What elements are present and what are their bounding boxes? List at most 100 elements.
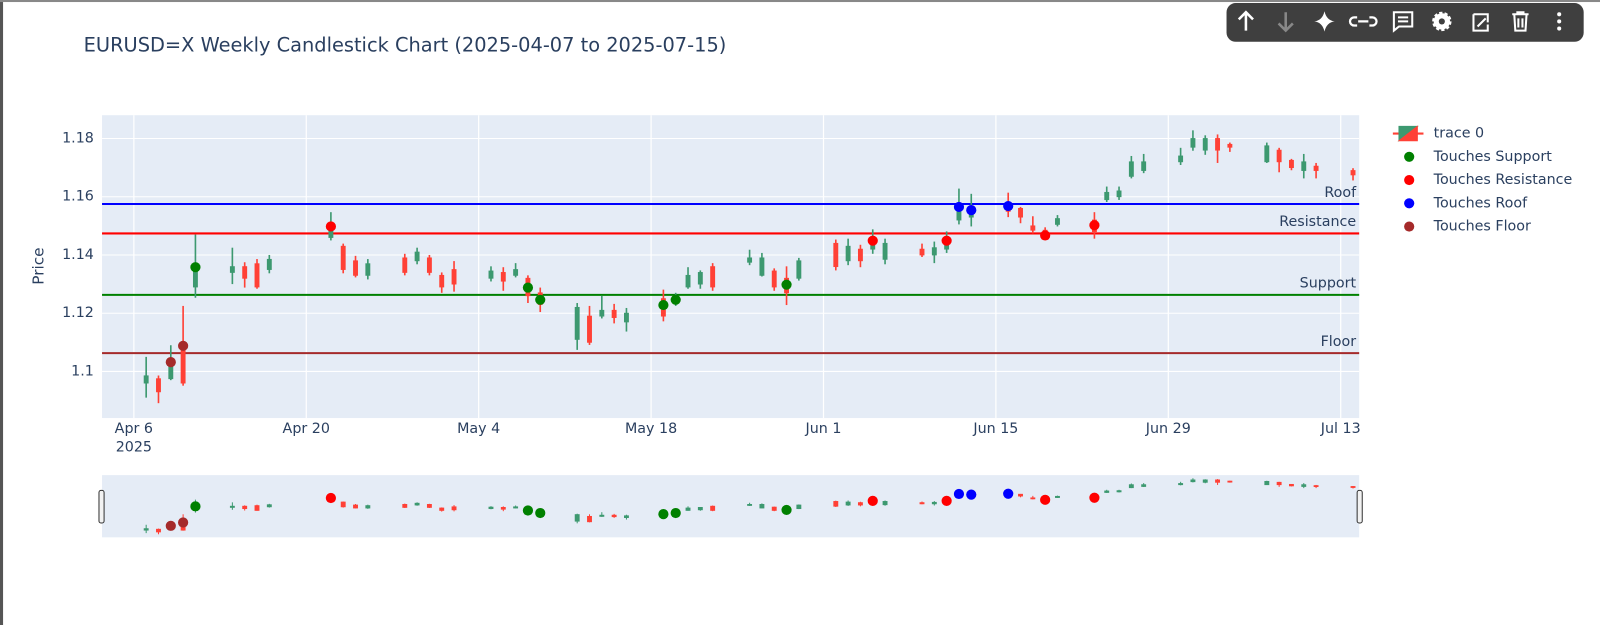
mini-candle-body — [143, 528, 149, 531]
candle-body — [882, 242, 888, 260]
link-icon[interactable] — [1348, 16, 1378, 27]
mini-candle-body — [1313, 485, 1319, 488]
candle-body — [353, 260, 358, 276]
mini-marker — [867, 495, 878, 506]
mini-candle-body — [623, 515, 629, 518]
candle-body — [488, 270, 494, 279]
marker — [1040, 230, 1051, 241]
x-tick-label: Apr 6 2025 — [115, 421, 153, 455]
mini-candle-body — [439, 507, 445, 511]
more-icon — [1557, 19, 1562, 24]
candle-body — [1227, 143, 1233, 148]
grid: 1.1 1.12 1.14 1.16 1.18 Apr 6 2025 Apr 20 May 4 M… — [62, 115, 1361, 456]
y-tick-label: 1.12 — [62, 305, 94, 321]
candle-body — [1215, 138, 1221, 151]
candle-body — [426, 257, 432, 273]
expand-icon[interactable] — [1472, 13, 1489, 32]
marker — [1003, 200, 1014, 212]
candle-body — [1141, 161, 1147, 171]
mini-candle-body — [229, 505, 235, 508]
legend-symbol — [1404, 174, 1415, 186]
ai-icon[interactable] — [1314, 11, 1335, 32]
settings-icon-hole — [1438, 18, 1445, 25]
level-label: Support — [1300, 276, 1357, 292]
candle-body — [266, 258, 272, 270]
range-slider[interactable] — [102, 475, 1360, 538]
candle-body — [365, 263, 371, 276]
marker — [522, 282, 534, 293]
candle-body — [1178, 155, 1184, 163]
marker — [165, 357, 176, 368]
mini-candle-body — [1104, 490, 1110, 493]
candle-body — [1350, 170, 1356, 176]
mini-marker — [178, 517, 189, 528]
mini-marker — [781, 504, 792, 516]
mini-candle-body — [857, 502, 863, 506]
candle-body — [574, 306, 580, 340]
marker — [966, 205, 977, 216]
candle-body — [1055, 218, 1060, 225]
mini-candle-body — [500, 507, 506, 510]
candle-body — [500, 272, 506, 282]
mini-candle-body — [587, 515, 592, 523]
mini-candle-body — [1116, 490, 1122, 493]
more-icon — [1557, 26, 1562, 31]
marker — [670, 294, 681, 305]
window-border — [0, 0, 4, 625]
delete-icon[interactable] — [1512, 11, 1529, 32]
legend-label: trace 0 — [1434, 126, 1484, 142]
comment-icon[interactable] — [1392, 11, 1414, 33]
candle-body — [1264, 145, 1270, 163]
mini-marker — [953, 488, 965, 500]
marker — [178, 340, 189, 351]
mini-candle-body — [365, 505, 371, 509]
marker — [658, 299, 669, 311]
candle-body — [587, 315, 592, 343]
candle-body — [759, 257, 765, 276]
range-handle[interactable] — [98, 489, 105, 524]
candle-body — [402, 257, 408, 273]
candle-body — [833, 242, 839, 268]
candle-body — [697, 272, 703, 285]
candle-body — [439, 274, 445, 288]
range-handle[interactable] — [1356, 489, 1363, 524]
marker — [1089, 220, 1100, 231]
x-tick-label: May 18 — [625, 421, 677, 437]
candle-body — [919, 248, 925, 256]
marker — [190, 262, 201, 273]
y-tick-label: 1.14 — [62, 247, 94, 263]
legend-label: Touches Floor — [1433, 219, 1531, 235]
x-tick-label: Jun 29 — [1145, 421, 1191, 437]
candle-body — [1276, 149, 1282, 163]
mini-candle-body — [414, 502, 420, 506]
candle-body — [1030, 225, 1036, 231]
candle-body — [747, 257, 753, 263]
mini-marker — [670, 507, 681, 519]
move-up-icon[interactable] — [1237, 10, 1254, 31]
mini-candle-body — [353, 504, 358, 509]
toolbar — [1226, 3, 1584, 42]
level-label: Roof — [1324, 185, 1357, 201]
mini-candle-body — [254, 505, 260, 511]
candle-body — [229, 266, 235, 273]
candle-body — [513, 269, 519, 276]
candle-body — [143, 375, 149, 384]
mini-candle-body — [1141, 484, 1147, 487]
candle-body — [845, 245, 851, 262]
mini-candle-body — [1018, 493, 1023, 497]
more-icon[interactable] — [1557, 12, 1562, 17]
candle-body — [611, 309, 617, 318]
mini-candle-body — [574, 514, 580, 522]
move-down-icon[interactable] — [1277, 12, 1294, 33]
x-tick-label: Jun 15 — [972, 421, 1018, 437]
candle-body — [1202, 138, 1208, 151]
mini-candle-body — [1264, 480, 1270, 486]
mini-candle-body — [747, 504, 753, 506]
legend-symbol — [1404, 221, 1415, 232]
x-tick-label: Jul 13 — [1320, 421, 1361, 437]
legend-label: Touches Support — [1433, 149, 1553, 165]
candle-body — [1301, 161, 1307, 171]
candle-body — [857, 248, 863, 262]
legend: trace 0 Touches Support Touches Resistance… — [1392, 125, 1573, 235]
